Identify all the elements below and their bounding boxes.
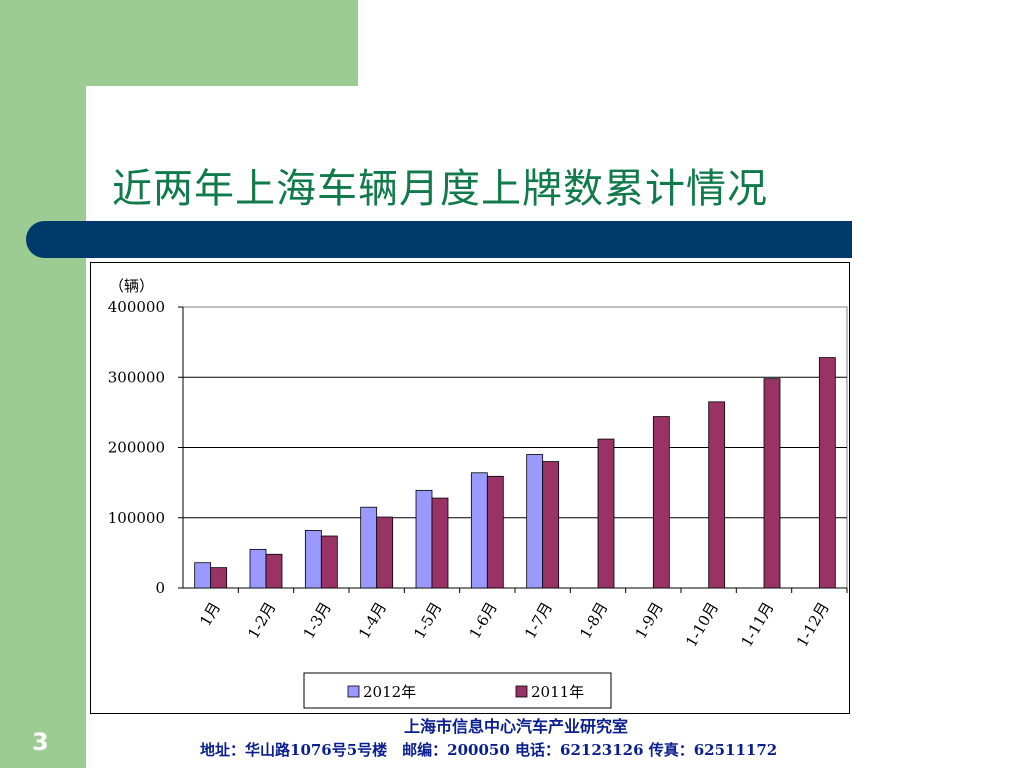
bar-series-2011	[652, 416, 670, 589]
bar-series-2012	[470, 472, 488, 589]
bar-series-2011	[542, 461, 560, 589]
bar-series-2011	[265, 553, 283, 589]
x-tick-label: 1-2月	[244, 599, 279, 642]
bar-series-2011	[431, 497, 449, 589]
bar-series-2012	[304, 529, 322, 589]
y-tick-label: 400000	[108, 298, 165, 316]
decor-white-corner	[86, 86, 146, 146]
x-tick-label: 1-4月	[355, 599, 390, 642]
x-tick-label: 1-5月	[410, 599, 445, 642]
slide-title: 近两年上海车辆月度上牌数累计情况	[112, 166, 768, 212]
y-unit-label: （辆）	[109, 277, 154, 295]
page-number: 3	[32, 728, 49, 756]
legend-swatch	[347, 685, 360, 698]
x-tick-label: 1-12月	[793, 599, 833, 650]
chart-frame: 0 100000 200000 300000 400000 （辆） 1月 1-2月 1-3月 1-…	[90, 262, 850, 714]
x-tick-label: 1-3月	[300, 599, 335, 642]
x-tick-label: 1月	[196, 599, 224, 629]
x-tick-label: 1-7月	[521, 599, 556, 642]
decor-green-side	[0, 0, 86, 768]
bar-series-2011	[376, 516, 394, 589]
x-tick-label: 1-9月	[632, 599, 667, 642]
bar-series-2011	[597, 438, 615, 589]
bar-series-2012	[415, 489, 433, 589]
bar-chart: 0 100000 200000 300000 400000 （辆） 1月 1-2月 1-3月 1-…	[108, 277, 848, 709]
bar-series-2012	[194, 562, 212, 589]
bar-series-2011	[486, 475, 504, 589]
y-tick-label: 300000	[108, 368, 165, 386]
x-tick-label: 1-11月	[738, 599, 778, 650]
footer-organization: 上海市信息中心汽车产业研究室	[404, 717, 629, 736]
y-tick-label: 100000	[108, 509, 165, 527]
bar-series-2012	[249, 548, 267, 589]
bar-series-2011	[210, 567, 228, 589]
y-tick-label: 0	[155, 579, 165, 597]
title-underline-bar	[26, 221, 852, 258]
bar-series-2011	[320, 535, 338, 589]
bar-series-2012	[526, 454, 544, 589]
y-tick-label: 200000	[108, 439, 165, 457]
bar-series-2011	[818, 357, 836, 589]
x-tick-label: 1-10月	[682, 599, 722, 650]
legend-label: 2011年	[531, 683, 584, 701]
legend-swatch	[515, 685, 528, 698]
bar-series-2012	[360, 506, 378, 589]
x-tick-label: 1-6月	[466, 599, 501, 642]
footer-address: 地址：华山路1076号5号楼 邮编：200050 电话：62123126 传真：…	[200, 741, 778, 759]
x-tick-label: 1-8月	[576, 599, 611, 642]
bar-series-2011	[708, 401, 726, 589]
bar-series-2011	[763, 378, 781, 589]
legend-label: 2012年	[363, 683, 416, 701]
